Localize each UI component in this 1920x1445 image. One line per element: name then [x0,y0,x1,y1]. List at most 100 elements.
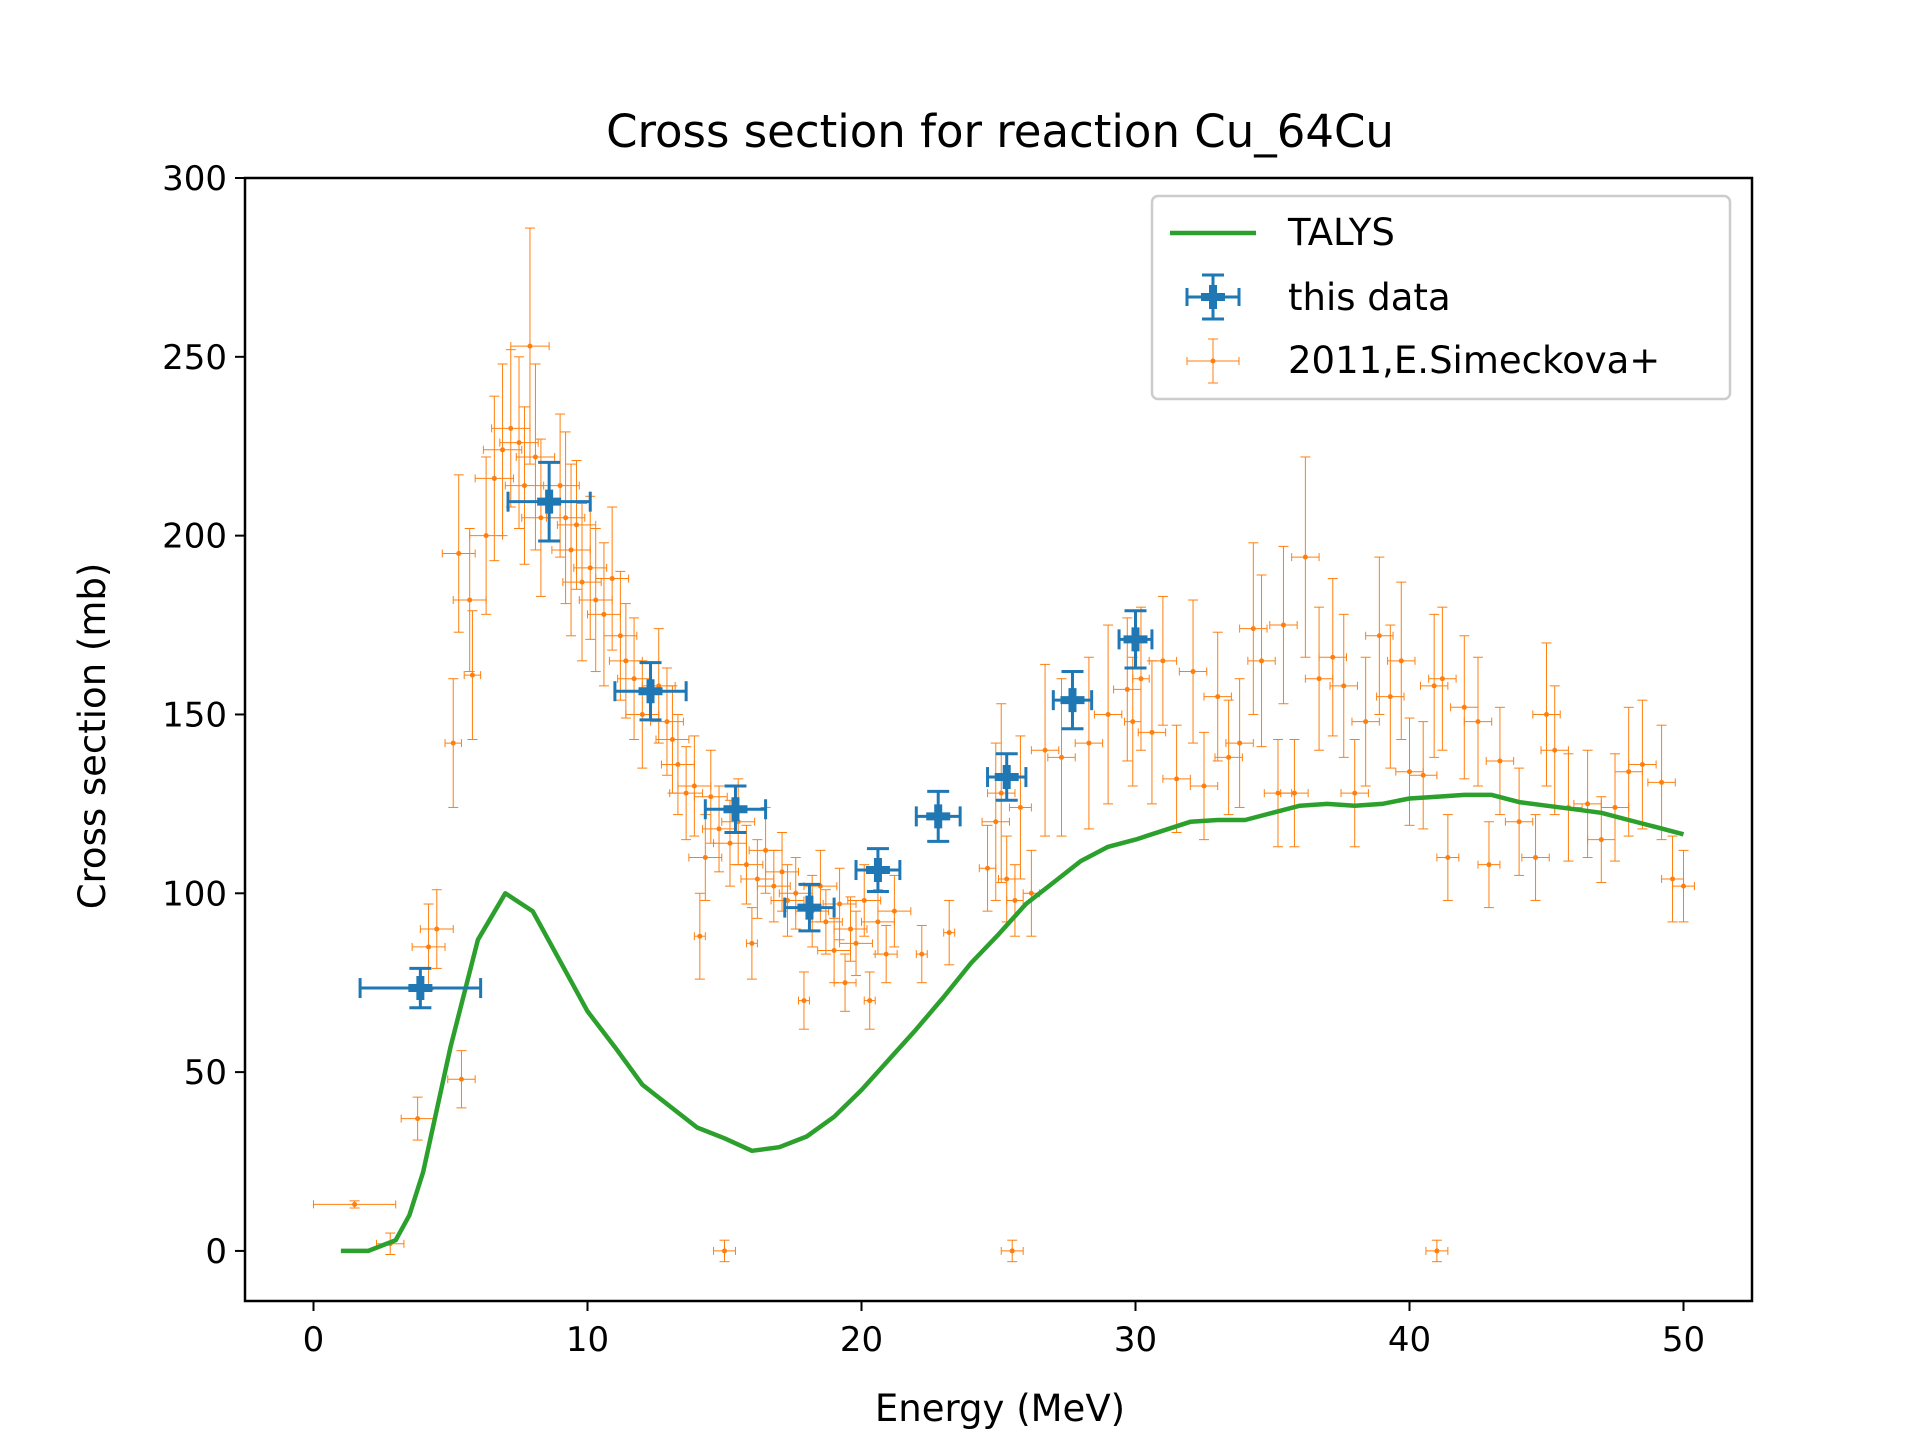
chart-title: Cross section for reaction Cu_64Cu [606,105,1394,158]
simeckova-marker [1639,762,1645,768]
simeckova-point [863,971,876,1030]
legend-talys-label: TALYS [1287,211,1395,254]
simeckova-marker [749,940,755,946]
simeckova-marker [631,676,637,682]
series-simeckova [313,227,1695,1263]
simeckova-marker [1105,711,1111,717]
legend-simeckova-label: 2011,E.Simeckova+ [1288,339,1660,382]
simeckova-marker [1330,654,1336,660]
simeckova-marker [1280,622,1286,628]
simeckova-point [981,742,1010,901]
legend-entry-this-data [1185,273,1241,321]
simeckova-marker [1626,769,1632,775]
simeckova-marker [456,551,462,557]
simeckova-marker [434,926,440,932]
y-axis-label: Cross section (mb) [71,563,114,910]
simeckova-marker [716,826,722,832]
x-tick-label: 30 [1114,1320,1157,1360]
simeckova-marker [722,1248,727,1254]
simeckova-marker [1398,658,1404,664]
simeckova-marker [919,951,925,957]
simeckova-marker [1138,676,1144,682]
simeckova-point [1450,635,1479,780]
simeckova-marker [1420,772,1426,778]
simeckova-marker [500,447,506,453]
this-data-marker [865,858,890,883]
simeckova-marker [1533,855,1539,861]
simeckova-point [1428,606,1457,751]
simeckova-marker [527,343,533,349]
simeckova-point [797,971,810,1030]
simeckova-point [1409,721,1438,830]
simeckova-marker [883,951,889,957]
simeckova-marker [521,483,527,489]
y-tick-label: 200 [162,517,227,557]
simeckova-point [482,363,523,537]
simeckova-marker [1544,711,1549,717]
this-data-marker [926,804,951,829]
simeckova-point [1093,624,1123,805]
simeckova-marker [702,855,708,861]
simeckova-marker [1598,837,1604,843]
this-data-point [1117,609,1154,670]
y-tick-label: 250 [162,338,227,378]
simeckova-point [987,703,1016,884]
simeckova-point [1304,606,1334,751]
simeckova-marker [450,740,456,746]
simeckova-point [765,831,799,912]
y-tick-label: 100 [162,874,227,914]
simeckova-point [1463,656,1493,787]
simeckova-marker [1160,658,1166,664]
simeckova-marker [516,440,522,446]
simeckova-point [515,363,556,551]
simeckova-marker [1149,729,1155,735]
simeckova-marker [458,1076,464,1082]
y-tick-label: 50 [184,1053,227,1093]
simeckova-point [1532,642,1561,787]
simeckova-point [1137,660,1167,805]
simeckova-point [1148,595,1178,726]
simeckova-point [441,474,476,633]
simeckova-point [1477,821,1501,909]
simeckova-marker [1226,754,1232,760]
simeckova-marker [867,998,873,1004]
simeckova-point [745,907,758,980]
this-data-point [986,752,1028,802]
simeckova-point [444,678,462,808]
this-data-marker [723,797,748,822]
simeckova-point [1351,656,1380,787]
simeckova-marker [754,876,760,882]
simeckova-marker [1042,747,1048,753]
simeckova-marker [1434,1248,1440,1254]
simeckova-marker [1017,804,1023,810]
simeckova-point [713,1239,736,1263]
simeckova-marker [1012,897,1018,903]
simeckova-point [660,713,695,816]
simeckova-marker [1190,669,1196,675]
simeckova-point [1280,739,1309,848]
simeckova-marker [697,933,703,939]
simeckova-point [447,1050,476,1109]
simeckova-marker [538,515,544,521]
y-axis-ticks: 0 50 100 150 200 250 300 [162,159,245,1272]
simeckova-marker [1461,704,1467,710]
simeckova-point [1225,678,1254,808]
simeckova-point [1047,678,1076,837]
simeckova-point [978,824,997,912]
simeckova-point [545,431,586,605]
legend-entry-talys: TALYS [1170,211,1395,254]
simeckova-point [1340,739,1369,848]
simeckova-point [1132,606,1150,751]
simeckova-point [1203,631,1232,762]
simeckova-marker [568,547,574,553]
simeckova-marker [469,672,475,678]
simeckova-point [499,356,539,529]
this-data-point [358,966,483,1010]
simeckova-point [1074,656,1104,830]
simeckova-marker [1291,790,1297,796]
simeckova-marker [1363,719,1369,725]
simeckova-point [756,849,791,923]
this-data-point [506,460,592,543]
simeckova-marker [609,576,615,582]
